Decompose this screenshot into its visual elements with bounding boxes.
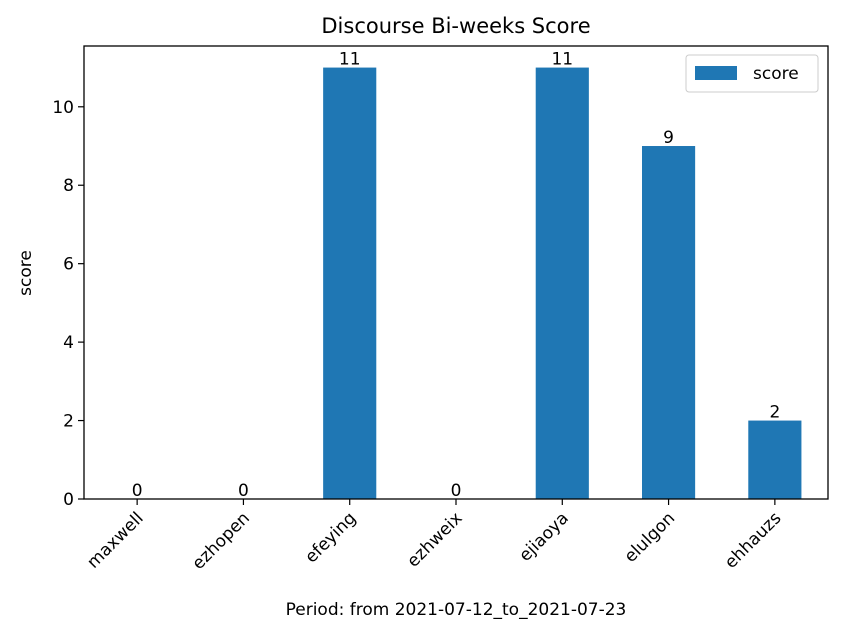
y-tick-label: 4 — [63, 333, 74, 353]
y-tick-label: 10 — [52, 98, 74, 118]
bar-value-label-ejiaoya: 11 — [551, 50, 573, 70]
legend: score — [685, 54, 819, 93]
legend-swatch — [695, 66, 737, 80]
bar-value-label-ehhauzs: 2 — [769, 403, 780, 423]
bar-labels-group: 0 0 11 0 11 9 2 — [132, 50, 781, 501]
y-tick-label: 0 — [63, 490, 74, 510]
bar-efeying — [323, 67, 377, 500]
y-axis-label: score — [16, 250, 36, 296]
y-tick-label: 2 — [63, 412, 74, 432]
x-axis-label: Period: from 2021-07-12_to_2021-07-23 — [286, 600, 627, 620]
legend-box — [685, 54, 819, 93]
bar-ejiaoya — [535, 67, 589, 500]
bar-elulgon — [642, 146, 696, 499]
plot-frame — [83, 45, 829, 500]
legend-label: score — [753, 64, 799, 84]
bar-value-label-efeying: 11 — [339, 50, 361, 70]
bar-value-label-ezhweix: 0 — [451, 481, 462, 501]
bars-group — [323, 67, 802, 500]
chart-title: Discourse Bi-weeks Score — [321, 14, 590, 38]
bar-value-label-elulgon: 9 — [663, 128, 674, 148]
y-tick-label: 8 — [63, 176, 74, 196]
bar-value-label-ezhopen: 0 — [238, 481, 249, 501]
y-tick-label: 6 — [63, 255, 74, 275]
bar-value-label-maxwell: 0 — [132, 481, 143, 501]
bar-ehhauzs — [748, 420, 802, 499]
